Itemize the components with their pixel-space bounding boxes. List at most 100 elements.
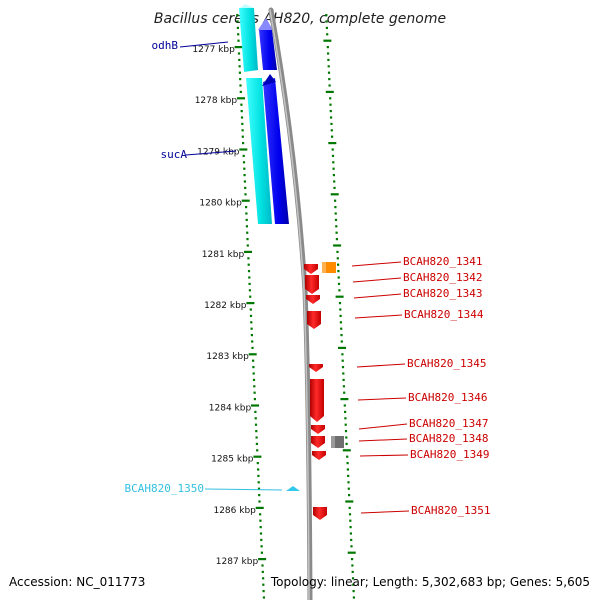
left-track-dot (248, 289, 251, 292)
left-track-dot (256, 449, 259, 452)
label-odhB[interactable]: odhB (152, 39, 179, 52)
right-track-dot (335, 231, 338, 234)
right-track-dot (344, 410, 347, 413)
label-bcah820-1347[interactable]: BCAH820_1347 (409, 417, 488, 430)
gene-bcah820-1348[interactable] (311, 436, 325, 448)
right-track-dot (339, 321, 342, 324)
left-track-dot (252, 372, 255, 375)
left-track-dot (253, 391, 256, 394)
right-track-dot (331, 148, 334, 151)
right-dotted-track (323, 14, 356, 599)
right-track-dot (349, 526, 352, 529)
right-track-dot (333, 180, 336, 183)
label-bcah820-1345[interactable]: BCAH820_1345 (407, 357, 486, 370)
left-track-dot (254, 417, 257, 420)
left-track-dot (240, 103, 243, 106)
gene-bcah820-1347[interactable] (311, 425, 325, 434)
label-bcah820-1341[interactable]: BCAH820_1341 (403, 255, 482, 268)
right-track-dot (351, 577, 355, 580)
left-track-dot (246, 231, 249, 234)
left-track-dot (249, 295, 252, 298)
tick-label: 1287 kbp (216, 557, 259, 567)
left-track-dot (249, 314, 253, 317)
left-track-dot (236, 26, 239, 29)
right-track-dot (343, 391, 346, 394)
right-track-dot (336, 250, 339, 253)
left-track-dot (255, 442, 258, 445)
right-track-dot (347, 481, 350, 484)
left-track-dot (252, 359, 255, 362)
tick-label: 1286 kbp (213, 506, 256, 516)
label-bcah820-1351[interactable]: BCAH820_1351 (411, 504, 490, 517)
tick-label: 1285 kbp (211, 455, 254, 465)
left-track-dot (241, 135, 244, 138)
left-track-dot (257, 481, 260, 484)
gene-bcah820-1350[interactable] (286, 486, 300, 491)
cyan-gene-main[interactable] (246, 78, 272, 224)
right-track-dot (346, 468, 349, 471)
left-track-dot (251, 404, 259, 407)
gene-bcah820-1346[interactable] (310, 379, 324, 422)
left-track-dot (262, 583, 265, 586)
label-sucA[interactable]: sucA (161, 148, 188, 161)
label-bcah820-1343[interactable]: BCAH820_1343 (403, 287, 482, 300)
map-title: Bacillus cereus AH820, complete genome (154, 11, 446, 27)
left-track-dot (258, 494, 261, 497)
right-track-dot (335, 238, 338, 241)
left-track-dot (239, 148, 248, 151)
gene-orange[interactable] (322, 262, 336, 273)
blue-gene-top[interactable] (259, 30, 277, 70)
left-track-dot (234, 46, 243, 49)
tick-label: 1283 kbp (206, 352, 249, 362)
left-track-dot (258, 500, 261, 503)
label-bcah820-1348[interactable]: BCAH820_1348 (409, 432, 488, 445)
gene-bcah820-1351[interactable] (313, 507, 327, 520)
left-track-dot (238, 71, 241, 74)
right-track-dot (341, 353, 344, 356)
right-track-dot (325, 26, 328, 29)
label-bcah820-1342[interactable]: BCAH820_1342 (403, 271, 482, 284)
left-track-dot (248, 282, 251, 285)
left-track-dot (257, 474, 260, 477)
blue-gene-main[interactable] (263, 78, 289, 224)
gene-bcah820-1343[interactable] (306, 295, 320, 304)
right-track-dot (337, 270, 340, 273)
left-track-dot (260, 545, 263, 548)
right-track-dot (327, 58, 330, 61)
right-track-dot (327, 52, 330, 55)
gene-bcah820-1344[interactable] (307, 311, 321, 329)
left-dotted-track (234, 14, 267, 599)
gene-bcah820-1342[interactable] (305, 275, 319, 294)
left-track-dot (251, 346, 254, 349)
right-track-dot (334, 206, 337, 209)
label-bcah820-1344[interactable]: BCAH820_1344 (404, 308, 484, 321)
right-track-dot (346, 462, 349, 465)
left-track-dot (252, 378, 256, 381)
gene-bcah820-1345[interactable] (309, 364, 323, 372)
label-bcah820-1346[interactable]: BCAH820_1346 (408, 391, 487, 404)
callout-lines (179, 41, 410, 514)
right-track-dot (337, 282, 341, 285)
right-track-dot (330, 122, 333, 125)
label-bcah820-1349[interactable]: BCAH820_1349 (410, 448, 489, 461)
right-track-dot (342, 385, 345, 388)
right-track-dot (340, 327, 343, 330)
gene-labels: odhB sucA BCAH820_1350 BCAH820_1341 BCAH… (125, 39, 491, 517)
right-track-dot (342, 372, 345, 375)
label-bcah820-1350[interactable]: BCAH820_1350 (125, 482, 204, 495)
right-track-dot (347, 474, 350, 477)
gene-bcah820-1349[interactable] (312, 451, 326, 460)
tick-label: 1281 kbp (202, 250, 245, 260)
right-track-dot (333, 186, 336, 189)
gene-bcah820-1341[interactable] (304, 264, 318, 274)
left-track-dot (245, 206, 248, 209)
left-track-dot (237, 97, 245, 100)
left-track-dot (242, 154, 245, 157)
cyan-gene-top[interactable] (239, 8, 258, 72)
right-track-dot (340, 340, 343, 343)
right-track-dot (351, 558, 354, 561)
right-track-dot (337, 263, 340, 266)
left-track-dot (254, 410, 257, 413)
left-track-dot (259, 513, 262, 516)
right-track-dot (333, 244, 342, 247)
